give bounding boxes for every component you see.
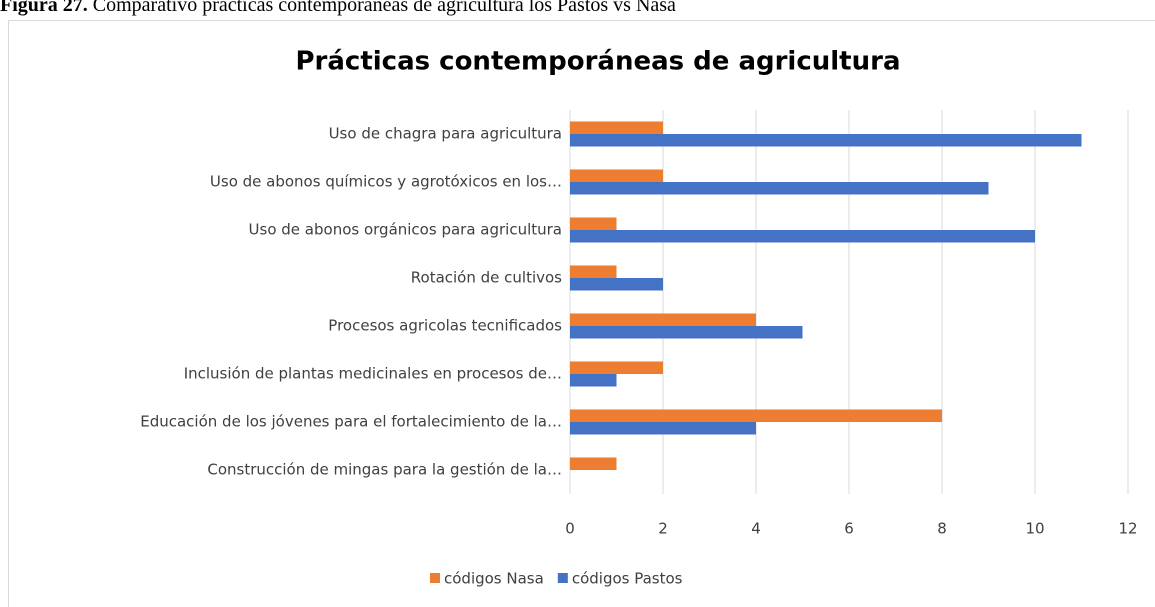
caption-text: Comparativo prácticas contemporáneas de … xyxy=(93,0,676,16)
bar xyxy=(570,217,617,230)
y-tick-label: Inclusión de plantas medicinales en proc… xyxy=(184,365,562,383)
bar xyxy=(570,409,942,422)
y-tick-label: Educación de los jóvenes para el fortale… xyxy=(140,413,562,431)
y-tick-label: Procesos agricolas tecnificados xyxy=(328,317,562,335)
bar xyxy=(570,374,617,387)
y-tick-label: Uso de chagra para agricultura xyxy=(329,125,562,143)
caption: Figura 27. Comparativo prácticas contemp… xyxy=(0,0,676,16)
bar xyxy=(570,457,617,470)
chart-frame xyxy=(8,20,1155,607)
bar xyxy=(570,361,663,374)
y-tick-label: Uso de abonos químicos y agrotóxicos en … xyxy=(210,173,562,191)
x-tick-label: 10 xyxy=(1025,520,1044,538)
legend-swatch xyxy=(430,573,440,583)
x-tick-label: 6 xyxy=(844,520,854,538)
legend-label: códigos Nasa xyxy=(444,570,544,588)
bar xyxy=(570,313,756,326)
bar xyxy=(570,230,1035,243)
legend-label: códigos Pastos xyxy=(572,570,683,588)
plot: 0 2 4 6 8 10 12 Uso de chagra para agricultura U… xyxy=(140,110,1138,588)
caption-label: Figura 27. xyxy=(0,0,88,16)
legend-swatch xyxy=(557,573,568,583)
bar xyxy=(570,182,989,195)
bar xyxy=(570,278,663,291)
bar xyxy=(570,265,617,278)
bar xyxy=(570,326,803,339)
bar xyxy=(570,121,663,134)
chart-title: Prácticas contemporáneas de agricultura xyxy=(296,47,901,77)
x-tick-label: 2 xyxy=(658,520,668,538)
y-tick-label: Rotación de cultivos xyxy=(411,269,562,287)
y-tick-label: Construcción de mingas para la gestión d… xyxy=(207,461,562,479)
y-tick-label: Uso de abonos orgánicos para agricultura xyxy=(249,221,562,239)
x-tick-label: 0 xyxy=(565,520,575,538)
bar xyxy=(570,169,663,182)
bar xyxy=(570,134,1082,147)
x-tick-label: 12 xyxy=(1118,520,1137,538)
x-tick-label: 4 xyxy=(751,520,761,538)
bar xyxy=(570,422,756,435)
x-tick-label: 8 xyxy=(937,520,947,538)
